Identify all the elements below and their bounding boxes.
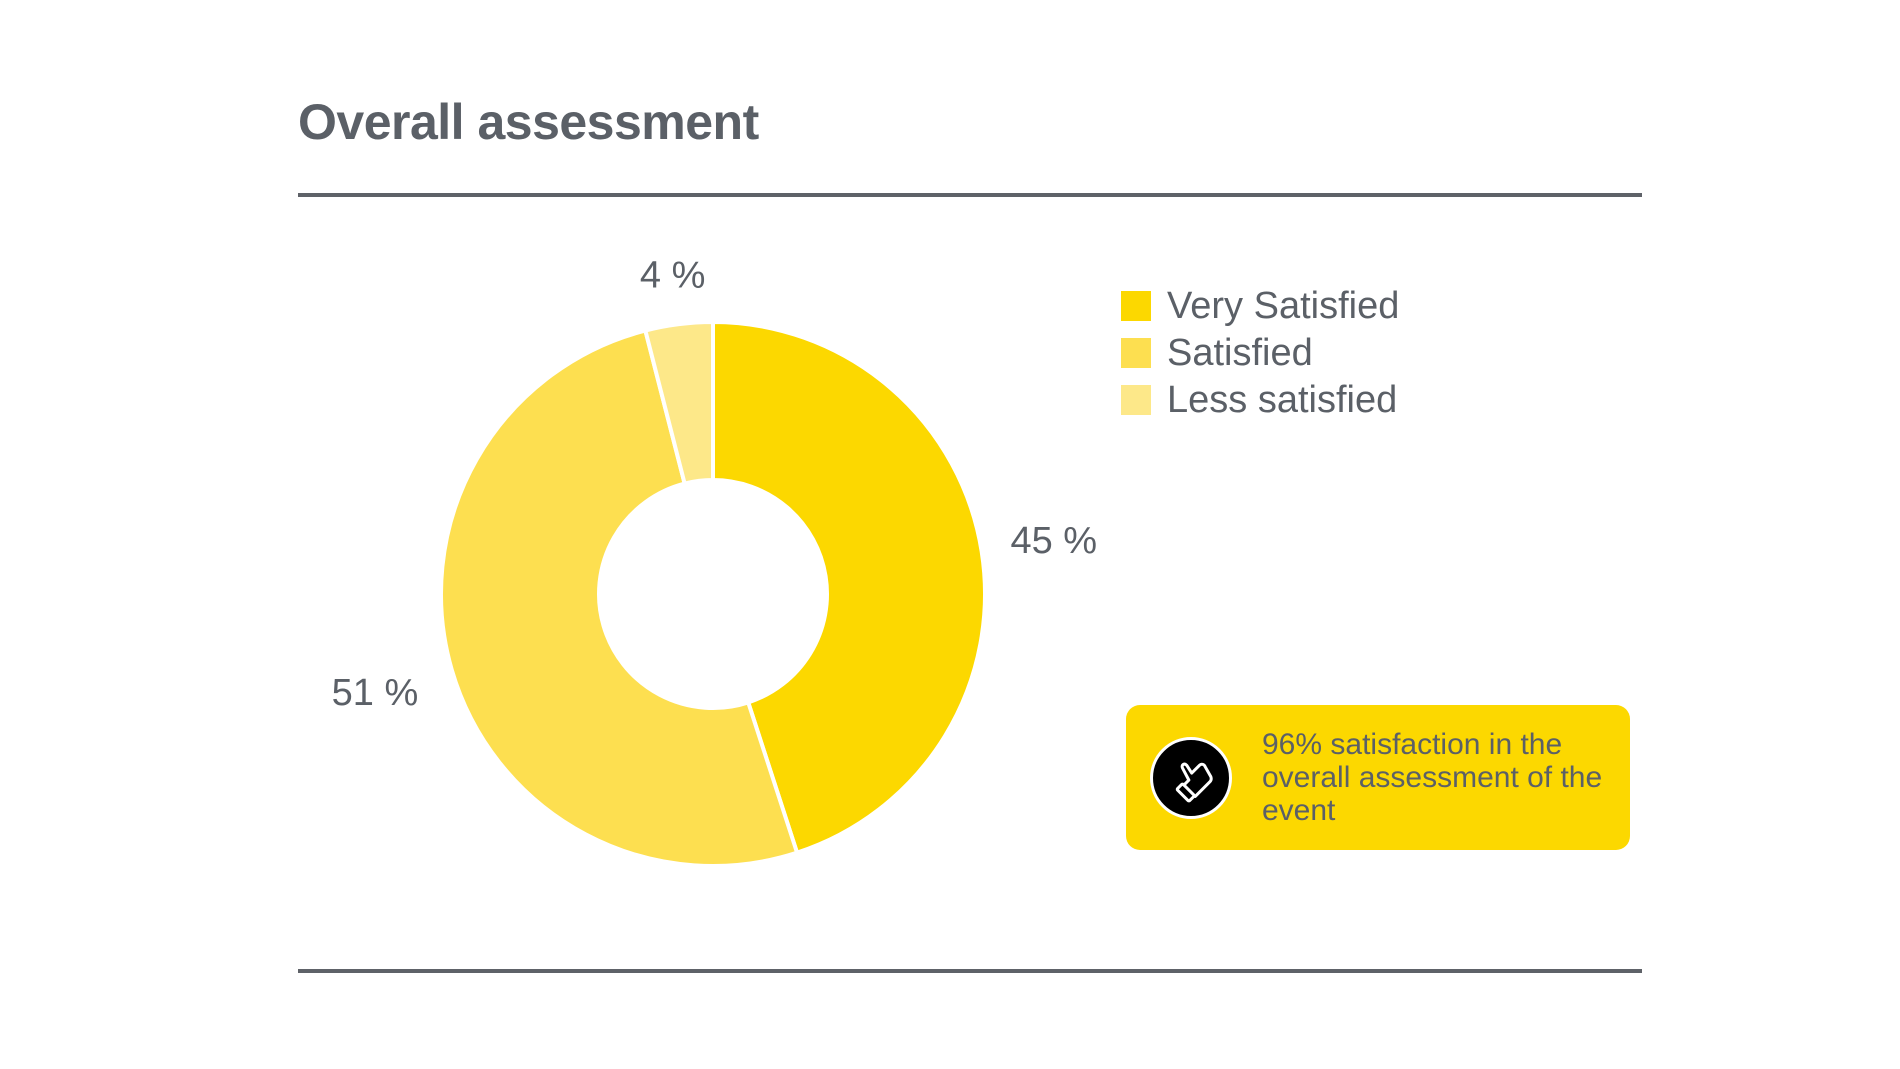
satisfaction-callout: 96% satisfaction in the overall assessme…	[1126, 705, 1630, 850]
legend-label: Satisfied	[1167, 331, 1313, 374]
chart-legend: Very Satisfied Satisfied Less satisfied	[1121, 282, 1399, 423]
chart-title: Overall assessment	[298, 94, 759, 150]
legend-item-less-satisfied: Less satisfied	[1121, 376, 1399, 423]
legend-label: Very Satisfied	[1167, 284, 1400, 327]
data-label-very-satisfied: 45 %	[1010, 520, 1097, 562]
legend-item-satisfied: Satisfied	[1121, 329, 1399, 376]
legend-swatch	[1121, 337, 1151, 368]
slice-less-satisfied	[642, 319, 715, 487]
slice-satisfied	[439, 328, 800, 868]
bottom-divider	[298, 969, 1642, 973]
callout-text: 96% satisfaction in the overall assessme…	[1262, 728, 1603, 827]
top-divider	[298, 193, 1642, 197]
data-label-less-satisfied: 4 %	[640, 255, 705, 297]
legend-item-very-satisfied: Very Satisfied	[1121, 282, 1399, 329]
thumbs-up-icon	[1150, 736, 1232, 819]
legend-swatch	[1121, 384, 1151, 415]
legend-label: Less satisfied	[1167, 378, 1398, 421]
slice-very-satisfied	[711, 319, 987, 856]
data-label-satisfied: 51 %	[332, 672, 419, 714]
legend-swatch	[1121, 290, 1151, 321]
